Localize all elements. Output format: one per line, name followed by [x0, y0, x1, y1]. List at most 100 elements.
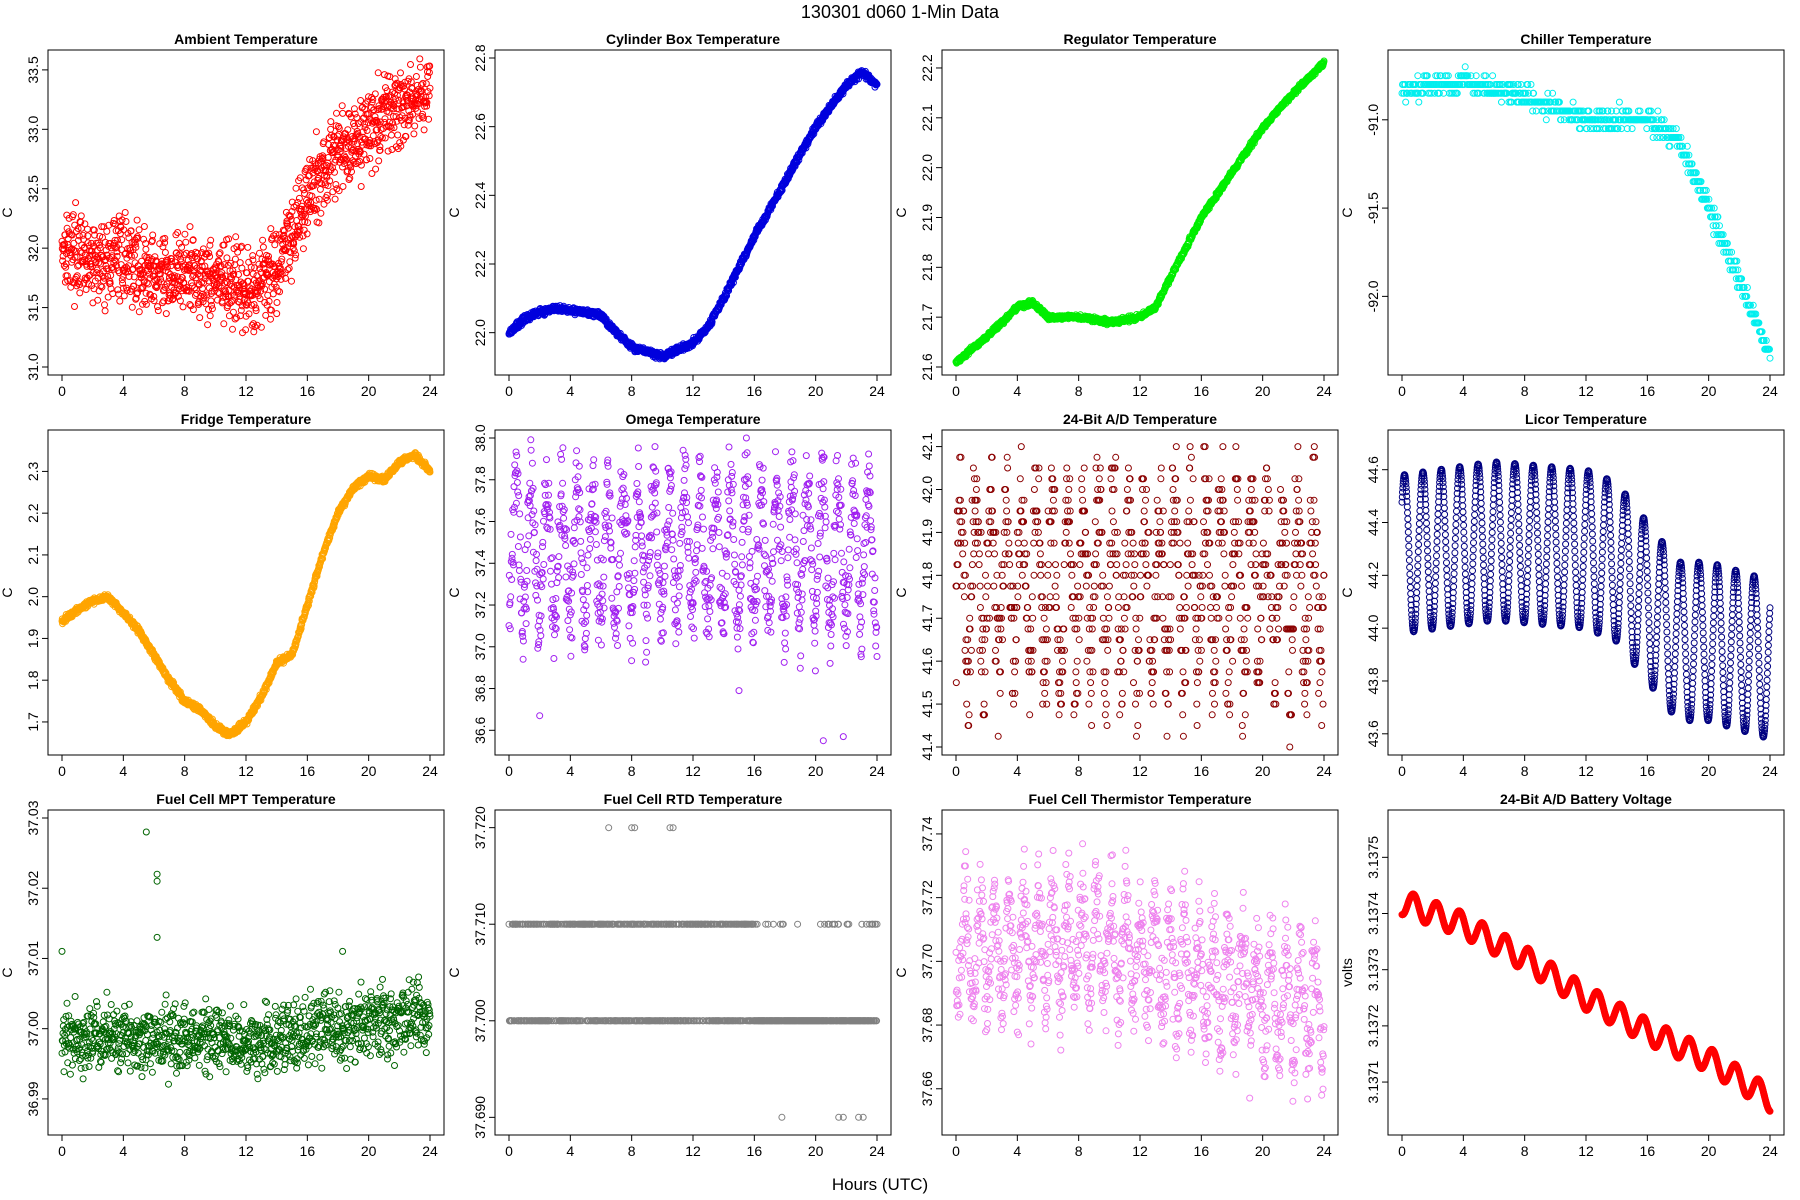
- data-point: [140, 223, 148, 230]
- data-point: [420, 126, 428, 134]
- data-point: [113, 248, 121, 256]
- data-point: [384, 147, 392, 155]
- data-point: [142, 289, 150, 297]
- data-point: [388, 146, 396, 153]
- data-series: [58, 55, 434, 337]
- data-point: [244, 243, 252, 251]
- data-point: [371, 90, 379, 98]
- data-point: [1402, 98, 1410, 106]
- data-point: [74, 236, 82, 244]
- data-point: [397, 69, 404, 77]
- data-point: [157, 275, 165, 283]
- data-point: [229, 308, 237, 316]
- data-point: [120, 284, 127, 292]
- data-point: [225, 312, 233, 320]
- y-tick-label: 1.9: [25, 628, 41, 648]
- data-point: [288, 277, 295, 285]
- data-point: [80, 235, 87, 243]
- data-point: [84, 239, 92, 247]
- data-point: [1415, 98, 1423, 106]
- data-point: [71, 221, 79, 229]
- data-point: [204, 321, 212, 329]
- data-point: [91, 231, 99, 239]
- data-point: [1461, 63, 1469, 71]
- y-axis-label: C: [446, 207, 462, 217]
- data-point: [74, 262, 82, 270]
- plot-frame: [1387, 49, 1785, 376]
- y-tick-label: 32.5: [25, 175, 41, 202]
- data-point: [142, 300, 150, 308]
- data-point: [132, 243, 140, 251]
- data-point: [85, 272, 93, 280]
- data-point: [69, 211, 77, 219]
- data-point: [174, 229, 182, 236]
- x-tick-label: 20: [808, 383, 824, 399]
- x-tick-label: 8: [628, 383, 636, 399]
- data-point: [118, 216, 126, 224]
- data-point: [121, 209, 129, 216]
- data-point: [82, 286, 90, 293]
- data-point: [327, 125, 335, 133]
- data-point: [116, 297, 124, 305]
- y-tick-label: 2.1: [25, 545, 41, 565]
- x-tick-label: 20: [1701, 383, 1717, 399]
- data-point: [112, 257, 120, 265]
- data-point: [331, 195, 339, 203]
- y-tick-label: 31.5: [25, 294, 41, 321]
- data-point: [164, 268, 172, 276]
- y-tick-label: 1.8: [25, 670, 41, 690]
- y-tick-label: 22.0: [919, 154, 935, 181]
- data-point: [327, 118, 335, 126]
- data-point: [134, 289, 142, 297]
- data-point: [111, 236, 119, 244]
- data-point: [99, 277, 107, 285]
- y-axis-label: C: [0, 207, 15, 217]
- x-tick-label: 24: [422, 763, 438, 779]
- data-point: [259, 243, 267, 251]
- y-tick-label: -91.0: [1365, 104, 1381, 136]
- data-point: [184, 287, 192, 294]
- x-tick-label: 0: [952, 383, 960, 399]
- x-tick-label: 4: [119, 383, 127, 399]
- data-point: [163, 263, 171, 271]
- data-point: [416, 55, 424, 63]
- data-point: [131, 251, 138, 259]
- data-point: [179, 303, 187, 311]
- data-point: [186, 301, 194, 308]
- data-point: [223, 254, 231, 262]
- data-point: [81, 256, 89, 264]
- y-tick-label: 21.7: [919, 303, 935, 330]
- data-point: [338, 102, 346, 110]
- data-point: [120, 292, 128, 300]
- data-point: [161, 234, 169, 242]
- x-tick-label: 12: [238, 763, 254, 779]
- x-tick-label: 8: [181, 383, 189, 399]
- data-point: [73, 272, 81, 280]
- data-point: [107, 271, 115, 279]
- data-point: [171, 279, 179, 287]
- data-point: [174, 292, 182, 300]
- data-point: [129, 265, 137, 273]
- data-point: [189, 236, 197, 244]
- panel-title: Cylinder Box Temperature: [606, 31, 780, 47]
- data-point: [161, 239, 169, 247]
- data-point: [374, 69, 382, 77]
- data-point: [146, 291, 154, 299]
- data-point: [103, 227, 111, 235]
- data-point: [175, 239, 183, 247]
- data-point: [407, 61, 414, 68]
- x-tick-label: 12: [1132, 383, 1148, 399]
- data-point: [143, 267, 151, 275]
- y-tick-label: 32.0: [25, 234, 41, 261]
- data-point: [130, 282, 138, 290]
- data-point: [130, 273, 138, 281]
- data-point: [256, 249, 263, 257]
- x-tick-label: 12: [1578, 383, 1594, 399]
- data-point: [76, 281, 84, 289]
- data-point: [267, 315, 274, 323]
